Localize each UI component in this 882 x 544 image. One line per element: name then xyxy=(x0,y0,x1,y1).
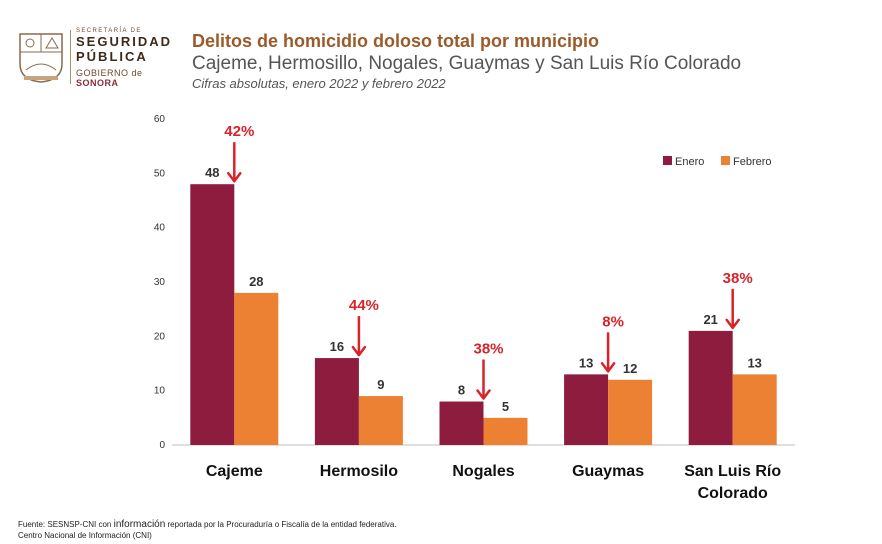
x-category-label: Colorado xyxy=(698,485,768,502)
logo-line2: SEGURIDAD xyxy=(76,34,173,49)
footer-line1-big: información xyxy=(113,519,166,530)
bar-febrero xyxy=(608,379,653,445)
logo-text: SECRETARÍA DE SEGURIDAD PÚBLICA GOBIERNO… xyxy=(76,28,186,88)
change-arrow-head xyxy=(227,171,242,183)
x-category-label: Cajeme xyxy=(206,463,263,480)
sonora-seal-icon xyxy=(19,33,63,83)
y-tick-label: 0 xyxy=(159,440,165,451)
y-tick-label: 60 xyxy=(154,114,166,125)
footer-line2: Centro Nacional de Información (CNI) xyxy=(18,531,152,540)
legend-label-enero: Enero xyxy=(675,156,704,168)
x-category-label: San Luis Río xyxy=(684,463,781,480)
data-label: 13 xyxy=(747,355,761,370)
bar-enero xyxy=(564,374,609,445)
footer-line1-b: reportada por la Procuraduría o Fiscalía… xyxy=(165,520,397,529)
footer: Fuente: SESNSP-CNI con información repor… xyxy=(18,519,397,541)
y-tick-label: 20 xyxy=(154,331,166,342)
bar-febrero xyxy=(483,417,528,445)
logo-gob-prefix: GOBIERNO xyxy=(76,68,129,78)
data-label: 21 xyxy=(703,312,717,327)
data-label: 16 xyxy=(330,339,344,354)
chart-note: Cifras absolutas, enero 2022 y febrero 2… xyxy=(192,76,446,91)
logo-gob-de: de xyxy=(131,68,143,78)
change-arrow-head xyxy=(476,389,491,400)
change-arrow-head xyxy=(725,318,740,330)
title-block: Delitos de homicidio doloso total por mu… xyxy=(192,30,872,92)
legend-label-febrero: Febrero xyxy=(733,156,772,168)
x-category-label: Hermosilo xyxy=(320,463,398,480)
chart-subtitle: Cajeme, Hermosillo, Nogales, Guaymas y S… xyxy=(192,53,742,74)
logo: SECRETARÍA DE SEGURIDAD PÚBLICA GOBIERNO… xyxy=(8,22,188,88)
bar-febrero xyxy=(358,396,403,445)
y-tick-label: 40 xyxy=(154,223,166,234)
legend-swatch-enero xyxy=(663,156,672,165)
change-percent-label: 44% xyxy=(349,297,379,314)
data-label: 5 xyxy=(502,399,509,414)
x-category-label: Guaymas xyxy=(572,463,644,480)
y-tick-label: 50 xyxy=(154,168,166,179)
change-percent-label: 38% xyxy=(473,341,503,358)
logo-line3: PÚBLICA xyxy=(76,49,148,64)
x-category-label: Nogales xyxy=(452,463,514,480)
data-label: 28 xyxy=(249,274,263,289)
bar-febrero xyxy=(732,374,777,445)
bar-enero xyxy=(190,184,235,445)
change-percent-label: 38% xyxy=(723,270,753,287)
change-percent-label: 42% xyxy=(224,123,254,140)
logo-divider xyxy=(70,30,71,84)
bar-enero xyxy=(439,401,484,445)
logo-gobierno: GOBIERNO de SONORA xyxy=(76,68,186,88)
y-tick-label: 30 xyxy=(154,277,166,288)
logo-gob-state: SONORA xyxy=(76,78,119,88)
change-arrow-head xyxy=(351,345,367,357)
data-label: 48 xyxy=(205,165,219,180)
change-percent-label: 8% xyxy=(602,313,624,330)
data-label: 8 xyxy=(458,383,465,398)
change-arrow-head xyxy=(600,362,616,373)
bar-febrero xyxy=(234,292,279,445)
bar-enero xyxy=(314,358,359,445)
legend-swatch-febrero xyxy=(721,156,730,165)
bar-chart: 0 10 20 30 40 50 60 48 28 42% Cajeme 16 9 44% Hermosil… xyxy=(154,114,795,502)
chart-title: Delitos de homicidio doloso total por mu… xyxy=(192,31,600,51)
footer-line1-a: Fuente: SESNSP-CNI con xyxy=(18,520,114,529)
data-label: 9 xyxy=(377,377,384,392)
y-tick-label: 10 xyxy=(154,386,166,397)
data-label: 13 xyxy=(579,355,593,370)
logo-line1: SECRETARÍA DE xyxy=(76,28,142,34)
footer-line1: Fuente: SESNSP-CNI con información repor… xyxy=(18,519,397,530)
bar-enero xyxy=(688,330,733,445)
data-label: 12 xyxy=(623,361,637,376)
